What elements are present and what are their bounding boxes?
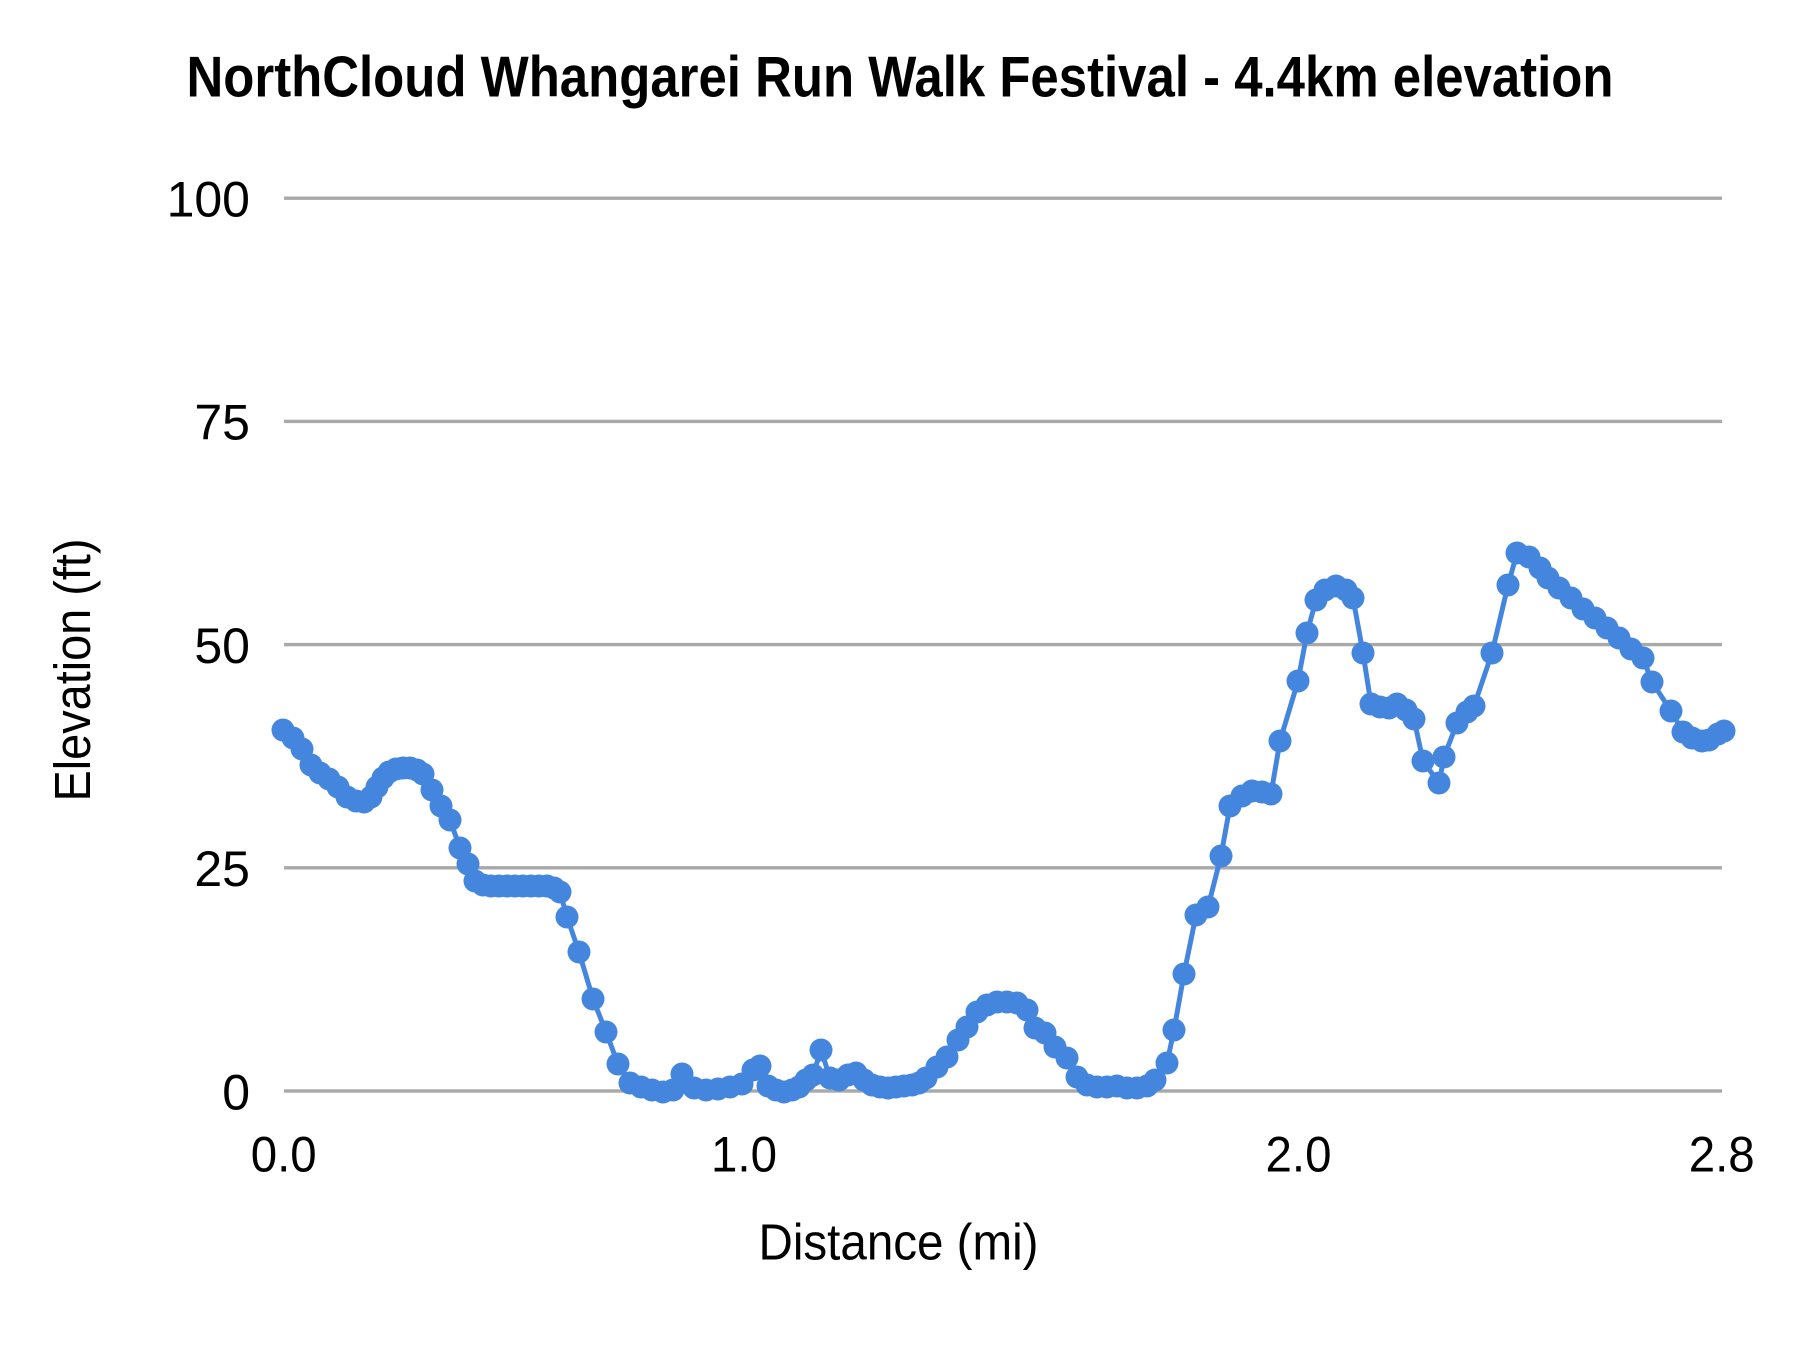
svg-text:0.0: 0.0 [251,1126,317,1182]
svg-text:2.8: 2.8 [1689,1126,1755,1182]
svg-text:0: 0 [222,1064,250,1120]
svg-text:50: 50 [194,618,250,674]
svg-text:75: 75 [194,395,250,451]
svg-text:25: 25 [194,841,250,897]
svg-text:1.0: 1.0 [711,1126,777,1182]
svg-text:100: 100 [167,171,250,227]
svg-text:NorthCloud Whangarei Run Walk: NorthCloud Whangarei Run Walk Festival -… [187,46,1614,110]
svg-text:Distance (mi): Distance (mi) [759,1214,1039,1271]
svg-text:2.0: 2.0 [1266,1126,1332,1182]
svg-text:Elevation (ft): Elevation (ft) [44,539,101,802]
